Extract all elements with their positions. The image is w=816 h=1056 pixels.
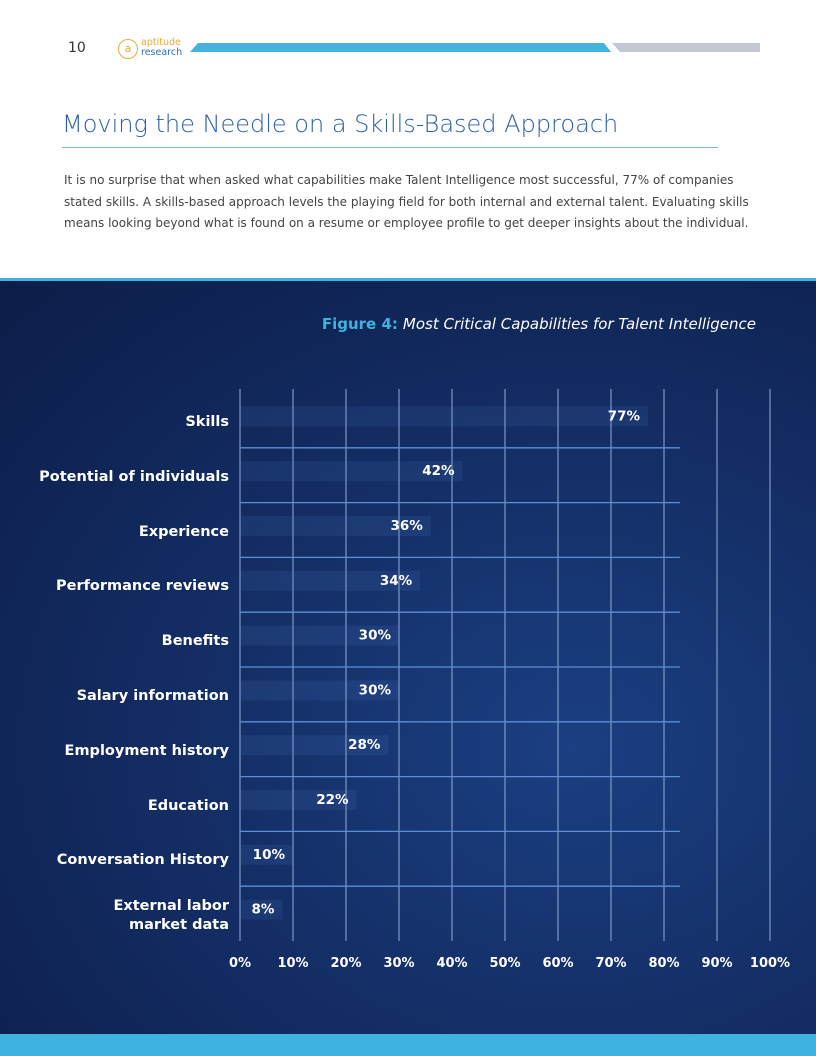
header-bars <box>190 43 760 52</box>
bar <box>240 570 421 591</box>
bar <box>240 790 357 810</box>
figure-prefix: Figure 4: <box>322 315 398 333</box>
logo-bottom: research <box>141 47 183 58</box>
figure-name: Most Critical Capabilities for Talent In… <box>403 315 756 333</box>
category-label: Conversation History <box>56 852 229 869</box>
category-label: Employment history <box>64 742 229 759</box>
bar <box>240 735 389 756</box>
value-label: 36% <box>390 518 423 534</box>
chart: Figure 4: Most Critical Capabilities for … <box>0 315 816 1056</box>
page-number: 10 <box>68 40 86 56</box>
x-tick-label: 80% <box>648 956 679 971</box>
chart-panel: Figure 4: Most Critical Capabilities for … <box>0 278 816 1056</box>
figure-title: Figure 4: Most Critical Capabilities for … <box>322 315 756 333</box>
x-tick-label: 30% <box>383 956 414 971</box>
bar <box>240 406 649 427</box>
bar <box>240 680 399 701</box>
x-tick-label: 0% <box>229 956 251 971</box>
category-label: Salary information <box>76 687 229 704</box>
bottom-band <box>0 1034 816 1056</box>
logo-top: aptitude <box>141 37 181 48</box>
value-label: 30% <box>359 628 392 644</box>
value-label: 34% <box>380 573 413 589</box>
x-tick-label: 70% <box>595 956 626 971</box>
value-label: 22% <box>316 792 349 808</box>
value-label: 8% <box>251 902 274 918</box>
value-label: 30% <box>359 682 392 698</box>
bar <box>240 844 293 865</box>
bar <box>240 516 431 536</box>
category-label: External labor market data <box>113 897 229 933</box>
x-tick-label: 10% <box>277 956 308 971</box>
x-tick-label: 60% <box>542 956 573 971</box>
title-rule <box>62 147 718 148</box>
x-tick-label: 40% <box>436 956 467 971</box>
value-label: 10% <box>253 847 286 863</box>
category-label: Performance reviews <box>56 578 229 595</box>
value-label: 42% <box>422 463 455 479</box>
x-tick-label: 50% <box>489 956 520 971</box>
bar <box>240 899 283 920</box>
category-label: Skills <box>185 413 229 430</box>
body-text: It is no surprise that when asked what c… <box>64 173 749 230</box>
category-label: Potential of individuals <box>39 468 229 485</box>
category-label: Experience <box>138 523 229 540</box>
value-label: 77% <box>608 408 641 424</box>
header-bar-gray <box>612 43 760 52</box>
bar <box>240 625 399 646</box>
bar <box>240 461 463 482</box>
header-bar-blue <box>190 43 611 52</box>
category-label: Education <box>147 797 229 814</box>
category-label: Benefits <box>161 633 229 650</box>
logo-icon: a <box>118 39 138 59</box>
x-tick-label: 90% <box>701 956 732 971</box>
x-tick-label: 100% <box>750 956 790 971</box>
x-tick-label: 20% <box>330 956 361 971</box>
value-label: 28% <box>348 737 381 753</box>
page-title: Moving the Needle on a Skills-Based Appr… <box>62 110 619 138</box>
